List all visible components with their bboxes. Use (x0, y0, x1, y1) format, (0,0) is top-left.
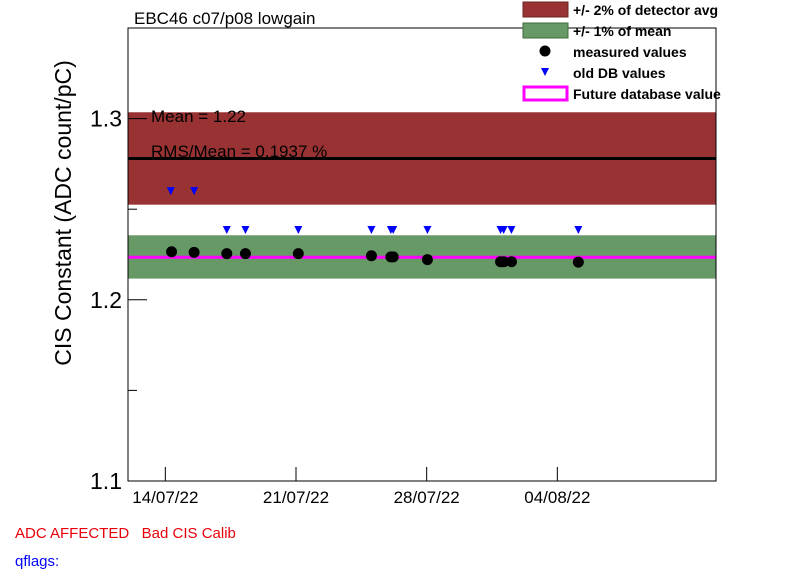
point-measured-values (221, 248, 233, 260)
legend-label-detector-avg: +/- 2% of detector avg (573, 2, 718, 18)
legend-label-old-db: old DB values (573, 65, 666, 81)
point-old-db-values (423, 226, 432, 235)
point-old-db-values (294, 226, 303, 235)
y-tick-label: 1.1 (90, 468, 122, 494)
chart-title: EBC46 c07/p08 lowgain (134, 9, 315, 28)
legend-swatch-detector-avg (522, 1, 569, 18)
mean-label: Mean = 1.22 (151, 107, 246, 126)
point-old-db-values (389, 226, 398, 235)
point-measured-values (387, 251, 399, 263)
x-tick-label: 28/07/22 (394, 488, 460, 507)
point-measured-values (498, 256, 510, 268)
point-old-db-values (241, 226, 250, 235)
x-tick-label: 04/08/22 (524, 488, 590, 507)
adc-flags-text: ADC AFFECTED Bad CIS Calib (15, 525, 236, 542)
point-measured-values (421, 254, 433, 266)
point-measured-values (292, 248, 304, 260)
point-old-db-values (499, 226, 508, 235)
rms-label: RMS/Mean = 0.1937 % (151, 142, 327, 161)
point-measured-values (572, 256, 584, 268)
qflags-text: qflags: (15, 553, 60, 570)
legend-marker-measured (539, 45, 551, 57)
legend-label-future-db: Future database value (573, 86, 721, 102)
plot-frame (127, 27, 717, 482)
legend: +/- 2% of detector avg +/- 1% of mean me… (522, 1, 721, 102)
point-old-db-values (367, 226, 376, 235)
ticks-layer: 1.1 1.2 1.3 14/07/22 21/07/22 28/07/22 04/08/2… (90, 106, 590, 507)
point-measured-values (365, 250, 377, 262)
point-old-db-values (190, 187, 199, 196)
legend-marker-old-db (541, 68, 549, 76)
point-measured-values (188, 246, 200, 258)
x-tick-label: 21/07/22 (263, 488, 329, 507)
point-old-db-values (507, 226, 516, 235)
point-measured-values (239, 248, 251, 260)
legend-swatch-future-db (522, 85, 569, 102)
points-layer (166, 187, 584, 268)
point-measured-values (166, 246, 178, 258)
y-tick-label: 1.3 (90, 106, 122, 132)
y-axis-label: CIS Constant (ADC count/pC) (50, 60, 76, 366)
legend-label-measured: measured values (573, 44, 687, 60)
point-old-db-values (222, 226, 231, 235)
legend-swatch-one-percent (522, 22, 569, 39)
y-tick-label: 1.2 (90, 287, 122, 313)
bands-layer (128, 112, 716, 279)
point-old-db-values (574, 226, 583, 235)
legend-label-one-percent: +/- 1% of mean (573, 23, 671, 39)
point-measured-values (505, 256, 517, 268)
x-tick-label: 14/07/22 (132, 488, 198, 507)
point-old-db-values (166, 187, 175, 196)
